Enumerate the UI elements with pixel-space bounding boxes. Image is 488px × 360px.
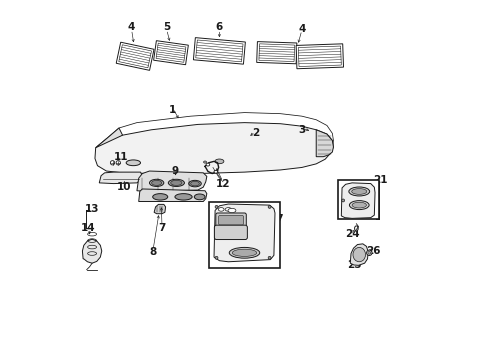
Ellipse shape — [116, 161, 120, 165]
Text: 24: 24 — [344, 229, 359, 239]
Text: 4: 4 — [127, 22, 135, 32]
Ellipse shape — [227, 208, 235, 213]
Bar — [337, 180, 378, 220]
Polygon shape — [96, 128, 122, 148]
Ellipse shape — [352, 247, 365, 262]
Ellipse shape — [232, 249, 256, 256]
Polygon shape — [154, 204, 165, 214]
Text: 9: 9 — [171, 166, 178, 176]
Ellipse shape — [351, 202, 366, 208]
Text: 21: 21 — [373, 175, 387, 185]
Polygon shape — [341, 183, 374, 219]
FancyBboxPatch shape — [214, 225, 247, 239]
Polygon shape — [82, 239, 102, 263]
Text: 1: 1 — [169, 105, 176, 115]
Text: 4: 4 — [298, 24, 305, 35]
Ellipse shape — [348, 187, 369, 196]
Ellipse shape — [194, 194, 204, 200]
Ellipse shape — [351, 189, 366, 194]
Text: 23: 23 — [360, 186, 375, 197]
Ellipse shape — [214, 170, 217, 173]
Text: 13: 13 — [84, 204, 99, 214]
Text: 22: 22 — [360, 199, 375, 210]
Polygon shape — [139, 189, 206, 202]
Ellipse shape — [341, 199, 344, 202]
Polygon shape — [316, 130, 333, 157]
Ellipse shape — [215, 206, 218, 208]
Polygon shape — [95, 123, 333, 174]
Text: 16: 16 — [258, 207, 273, 217]
Text: 2: 2 — [251, 129, 258, 138]
Ellipse shape — [170, 180, 182, 185]
FancyBboxPatch shape — [218, 216, 243, 225]
Ellipse shape — [152, 194, 167, 200]
Text: 19: 19 — [249, 222, 264, 232]
Polygon shape — [153, 41, 188, 65]
Ellipse shape — [349, 201, 368, 210]
Ellipse shape — [214, 159, 224, 164]
Text: 20: 20 — [249, 248, 264, 258]
Text: 18: 18 — [253, 233, 267, 243]
Ellipse shape — [168, 179, 184, 186]
Ellipse shape — [267, 206, 270, 208]
Text: 17: 17 — [269, 215, 284, 224]
Polygon shape — [256, 42, 296, 64]
Bar — [208, 202, 280, 268]
Text: 10: 10 — [117, 182, 131, 192]
Text: 8: 8 — [149, 247, 156, 257]
Polygon shape — [349, 244, 367, 265]
Ellipse shape — [151, 180, 162, 185]
Polygon shape — [214, 204, 274, 262]
Text: 15: 15 — [265, 231, 280, 240]
Text: 14: 14 — [81, 224, 96, 233]
Polygon shape — [99, 172, 142, 184]
Text: 11: 11 — [113, 152, 128, 162]
Ellipse shape — [110, 161, 115, 165]
Polygon shape — [193, 38, 245, 64]
Ellipse shape — [354, 226, 357, 231]
Text: 7: 7 — [158, 224, 165, 233]
Ellipse shape — [203, 161, 206, 163]
Text: 12: 12 — [215, 179, 230, 189]
Text: 25: 25 — [346, 260, 360, 270]
Ellipse shape — [224, 208, 231, 211]
Text: 3: 3 — [298, 125, 305, 135]
Ellipse shape — [215, 256, 218, 259]
Ellipse shape — [267, 256, 270, 259]
Ellipse shape — [149, 179, 163, 186]
Ellipse shape — [190, 181, 199, 186]
Polygon shape — [116, 42, 154, 70]
Polygon shape — [137, 171, 206, 192]
Ellipse shape — [126, 160, 140, 166]
Ellipse shape — [366, 250, 371, 256]
Text: 6: 6 — [215, 22, 223, 32]
Ellipse shape — [175, 194, 192, 200]
Text: 26: 26 — [365, 246, 379, 256]
Ellipse shape — [367, 251, 370, 254]
FancyBboxPatch shape — [215, 213, 246, 227]
Ellipse shape — [218, 208, 224, 211]
Text: 5: 5 — [163, 22, 170, 32]
Ellipse shape — [188, 180, 201, 187]
Polygon shape — [296, 44, 343, 69]
Ellipse shape — [229, 247, 259, 258]
Ellipse shape — [206, 163, 209, 166]
